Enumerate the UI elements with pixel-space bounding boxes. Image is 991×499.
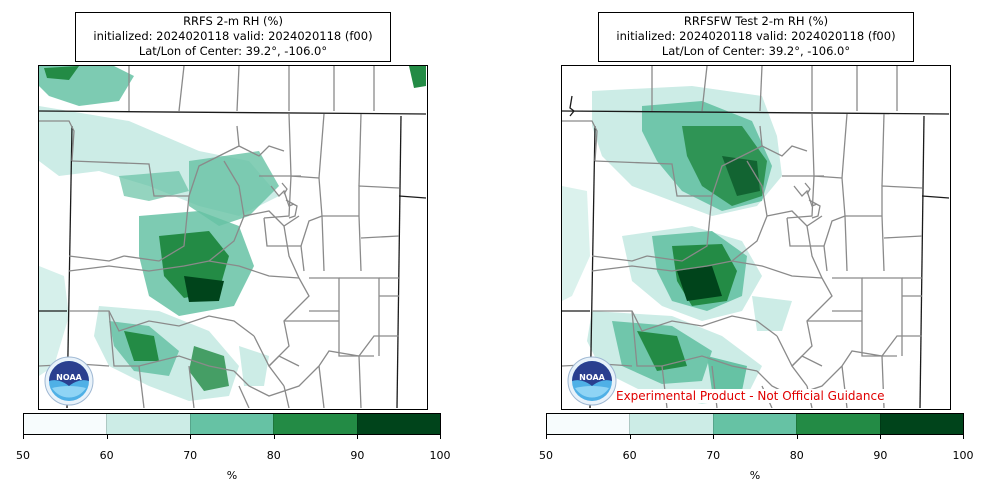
right-colorbar-ticks: 50 60 70 80 90 100 bbox=[539, 435, 974, 462]
tick-label: 70 bbox=[706, 449, 721, 462]
noaa-logo-text: NOAA bbox=[56, 373, 82, 382]
colorbar-seg-60-70 bbox=[629, 414, 713, 434]
left-map-panel: RRFS 2-m RH (%) initialized: 2024020118 … bbox=[16, 0, 480, 499]
noaa-logo-icon: NOAA bbox=[567, 356, 617, 406]
right-map-title: RRFSFW Test 2-m RH (%) initialized: 2024… bbox=[598, 12, 914, 62]
colorbar-seg-70-80 bbox=[712, 414, 797, 434]
left-county-borders bbox=[39, 66, 400, 408]
tick-label: 100 bbox=[429, 449, 451, 462]
colorbar-seg-70-80 bbox=[189, 414, 274, 434]
left-title-line3: Lat/Lon of Center: 39.2°, -106.0° bbox=[138, 44, 328, 58]
left-colorbar bbox=[23, 413, 441, 435]
colorbar-seg-60-70 bbox=[106, 414, 190, 434]
tick-label: 80 bbox=[789, 449, 804, 462]
experimental-product-note: Experimental Product - Not Official Guid… bbox=[615, 389, 886, 403]
right-rh-shading bbox=[562, 86, 792, 404]
left-title-line2: initialized: 2024020118 valid: 202402011… bbox=[93, 29, 373, 43]
tick-label: 50 bbox=[539, 449, 553, 462]
noaa-logo-text: NOAA bbox=[579, 373, 605, 382]
colorbar-seg-80-90 bbox=[796, 414, 880, 434]
colorbar-seg-50-60 bbox=[24, 414, 107, 434]
tick-label: 70 bbox=[183, 449, 198, 462]
left-rh-shading bbox=[39, 66, 426, 401]
right-colorbar-unit: % bbox=[749, 469, 761, 482]
right-title-line3: Lat/Lon of Center: 39.2°, -106.0° bbox=[661, 44, 851, 58]
right-title-line1: RRFSFW Test 2-m RH (%) bbox=[683, 14, 829, 28]
left-rh-map: NOAA bbox=[38, 65, 428, 410]
tick-label: 60 bbox=[99, 449, 114, 462]
tick-label: 80 bbox=[266, 449, 281, 462]
colorbar-seg-90-100 bbox=[879, 414, 964, 434]
noaa-logo-icon: NOAA bbox=[44, 356, 94, 406]
right-title-line2: initialized: 2024020118 valid: 202402011… bbox=[616, 29, 896, 43]
left-colorbar-ticks: 50 60 70 80 90 100 bbox=[16, 435, 451, 462]
left-title-line1: RRFS 2-m RH (%) bbox=[183, 14, 283, 28]
left-map-title: RRFS 2-m RH (%) initialized: 2024020118 … bbox=[75, 12, 391, 62]
right-rh-map: NOAA Experimental Product - Not Official… bbox=[561, 65, 951, 410]
colorbar-seg-50-60 bbox=[547, 414, 630, 434]
right-map-panel: RRFSFW Test 2-m RH (%) initialized: 2024… bbox=[539, 0, 991, 499]
tick-label: 90 bbox=[873, 449, 888, 462]
left-colorbar-unit: % bbox=[226, 469, 238, 482]
right-colorbar bbox=[546, 413, 964, 435]
tick-label: 60 bbox=[622, 449, 637, 462]
tick-label: 50 bbox=[16, 449, 30, 462]
colorbar-seg-90-100 bbox=[356, 414, 441, 434]
tick-label: 90 bbox=[350, 449, 365, 462]
tick-label: 100 bbox=[952, 449, 974, 462]
colorbar-seg-80-90 bbox=[273, 414, 357, 434]
